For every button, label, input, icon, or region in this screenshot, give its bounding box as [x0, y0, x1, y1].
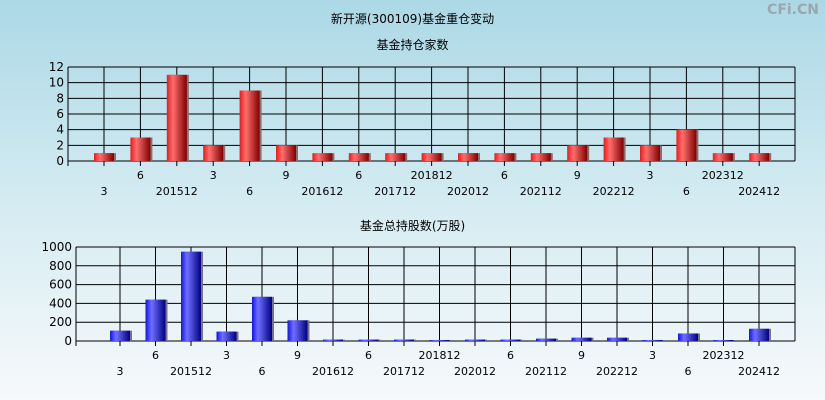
x-tick-label: 6 [507, 349, 514, 362]
bar [110, 330, 130, 341]
bar [640, 145, 660, 161]
bar [749, 153, 770, 161]
x-tick-label: 202212 [593, 185, 635, 198]
bar [536, 338, 556, 341]
bar [530, 153, 551, 161]
x-tick-label: 3 [649, 349, 656, 362]
x-tick-label: 3 [117, 365, 124, 378]
x-tick-label: 6 [137, 169, 144, 182]
bar [642, 340, 663, 341]
x-tick-label: 202012 [454, 365, 496, 378]
x-tick-label: 6 [355, 169, 362, 182]
x-tick-label: 201512 [170, 365, 212, 378]
bar [358, 339, 379, 341]
x-tick-label: 201612 [301, 185, 343, 198]
x-tick-label: 202312 [702, 169, 744, 182]
x-tick-label: 9 [578, 349, 585, 362]
y-tick-label: 600 [49, 278, 72, 292]
bar [216, 331, 237, 341]
x-tick-label: 9 [283, 169, 290, 182]
bar [203, 145, 224, 161]
x-tick-label: 201712 [383, 365, 425, 378]
x-tick-label: 201612 [312, 365, 354, 378]
x-tick-label: 201812 [419, 349, 461, 362]
x-tick-label: 202112 [525, 365, 567, 378]
y-tick-label: 6 [56, 107, 64, 121]
x-tick-label: 6 [259, 365, 266, 378]
watermark: CFi.CN [767, 2, 819, 18]
bar [287, 320, 308, 341]
bar [465, 339, 485, 341]
bar [252, 296, 272, 341]
x-tick-label: 3 [223, 349, 230, 362]
x-tick-label: 202012 [447, 185, 489, 198]
y-tick-label: 400 [49, 296, 72, 310]
bar [494, 153, 515, 161]
bar [458, 153, 478, 161]
bar [276, 145, 296, 161]
x-tick-label: 202312 [703, 349, 745, 362]
bar [429, 340, 450, 341]
x-tick-label: 3 [647, 169, 654, 182]
x-tick-label: 9 [294, 349, 301, 362]
chart2-title: 基金总持股数(万股) [359, 219, 466, 233]
y-tick-label: 0 [56, 154, 64, 168]
x-tick-label: 201812 [411, 169, 453, 182]
x-tick-label: 6 [501, 169, 508, 182]
x-tick-label: 6 [685, 365, 692, 378]
x-tick-label: 202412 [738, 365, 780, 378]
bar [181, 251, 201, 341]
bar [166, 74, 187, 161]
y-tick-label: 8 [56, 91, 64, 105]
bar [239, 90, 260, 161]
bar [713, 340, 734, 341]
x-tick-label: 202412 [738, 185, 780, 198]
x-tick-label: 202112 [520, 185, 562, 198]
bar [323, 339, 343, 341]
y-tick-label: 200 [49, 315, 72, 329]
x-tick-label: 6 [365, 349, 372, 362]
y-tick-label: 12 [49, 60, 64, 74]
y-tick-label: 2 [56, 138, 64, 152]
x-tick-label: 9 [574, 169, 581, 182]
x-tick-label: 6 [683, 185, 690, 198]
bar [571, 337, 592, 341]
bar [500, 339, 521, 341]
y-tick-label: 10 [49, 76, 64, 90]
y-tick-label: 4 [56, 123, 64, 137]
bar [607, 337, 627, 341]
bar [348, 153, 369, 161]
bar [94, 153, 114, 161]
bar [567, 145, 588, 161]
x-tick-label: 6 [246, 185, 253, 198]
x-tick-label: 6 [152, 349, 159, 362]
bar [130, 137, 151, 161]
y-tick-label: 1000 [41, 240, 72, 254]
y-tick-label: 0 [64, 334, 72, 348]
bar [394, 339, 414, 341]
x-tick-label: 201512 [156, 185, 198, 198]
bar [421, 153, 442, 161]
bar [312, 153, 333, 161]
bar [385, 153, 406, 161]
bar [749, 328, 769, 341]
bar [678, 333, 698, 341]
x-tick-label: 202212 [596, 365, 638, 378]
chart1-title: 基金持仓家数 [376, 38, 449, 52]
bar [603, 137, 624, 161]
bar [676, 129, 697, 161]
bar [712, 153, 733, 161]
x-tick-label: 3 [210, 169, 217, 182]
y-tick-label: 800 [49, 259, 72, 273]
bar [145, 299, 166, 341]
x-tick-label: 201712 [374, 185, 416, 198]
x-tick-label: 3 [101, 185, 108, 198]
main-title: 新开源(300109)基金重仓变动 [330, 12, 495, 26]
